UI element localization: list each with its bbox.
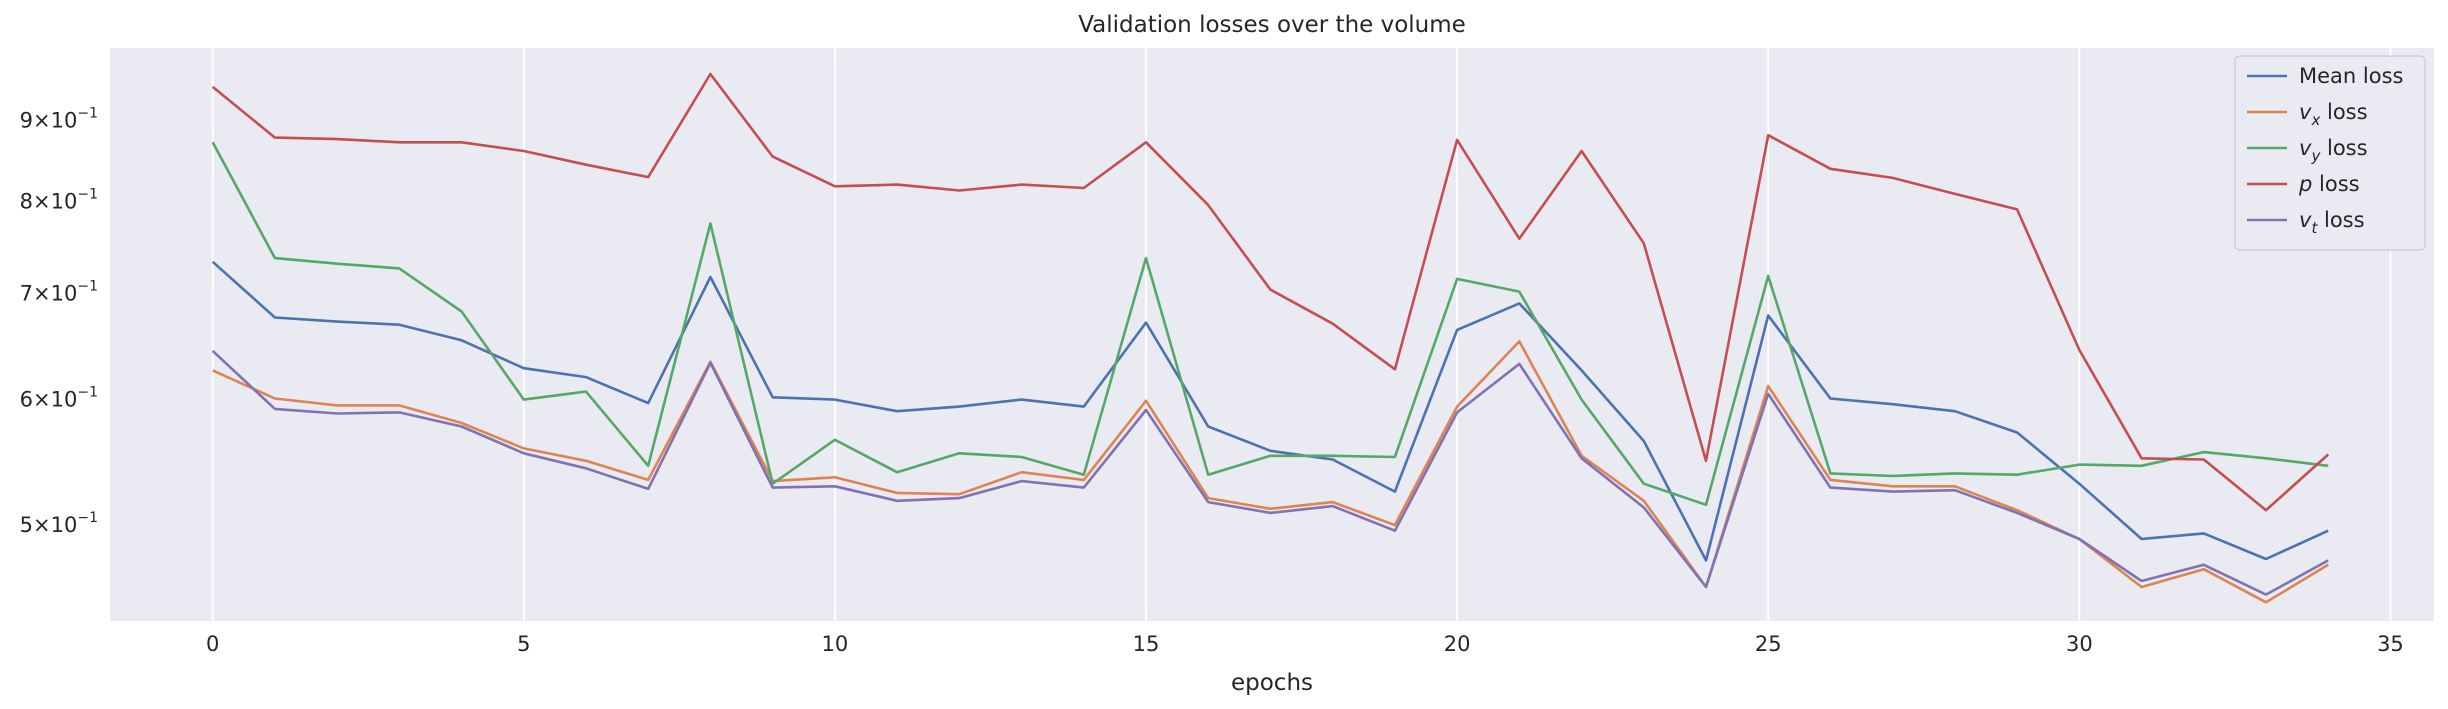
legend-box <box>2234 55 2426 251</box>
x-tick-label: 30 <box>2066 632 2093 656</box>
x-tick-label: 10 <box>822 632 849 656</box>
plot-area <box>110 48 2434 621</box>
legend-label: p loss <box>2298 172 2360 196</box>
chart-title: Validation losses over the volume <box>1078 12 1466 38</box>
x-tick-label: 0 <box>206 632 219 656</box>
legend-label: Mean loss <box>2299 64 2403 88</box>
series-line-3 <box>211 72 2330 512</box>
legend-label: vx loss <box>2299 100 2368 129</box>
x-tick-label: 25 <box>1755 632 1782 656</box>
legend-label: vt loss <box>2299 208 2365 237</box>
y-tick-label: 7×10−1 <box>20 279 98 306</box>
y-tick-label: 6×10−1 <box>20 385 98 412</box>
y-tick-label: 8×10−1 <box>20 187 98 214</box>
series-line-0 <box>211 260 2329 562</box>
x-tick-label: 5 <box>517 632 530 656</box>
series-line-1 <box>212 340 2329 604</box>
legend-label: vy loss <box>2299 136 2368 165</box>
y-tick-label: 5×10−1 <box>20 510 98 537</box>
series-lines <box>211 72 2330 604</box>
x-tick-labels: 0 5 10 15 20 25 30 35 <box>206 632 2404 656</box>
series-line-2 <box>211 141 2329 507</box>
x-tick-label: 20 <box>1444 632 1471 656</box>
y-tick-label: 9×10−1 <box>20 106 98 133</box>
x-tick-label: 35 <box>2377 632 2404 656</box>
series-line-4 <box>211 349 2329 596</box>
legend: Mean loss vx loss vy loss p loss vt loss <box>2234 55 2426 251</box>
y-tick-labels: 5×10−1 6×10−1 7×10−1 8×10−1 9×10−1 <box>20 106 98 538</box>
x-axis-label: epochs <box>1231 670 1313 696</box>
x-tick-label: 15 <box>1133 632 1160 656</box>
